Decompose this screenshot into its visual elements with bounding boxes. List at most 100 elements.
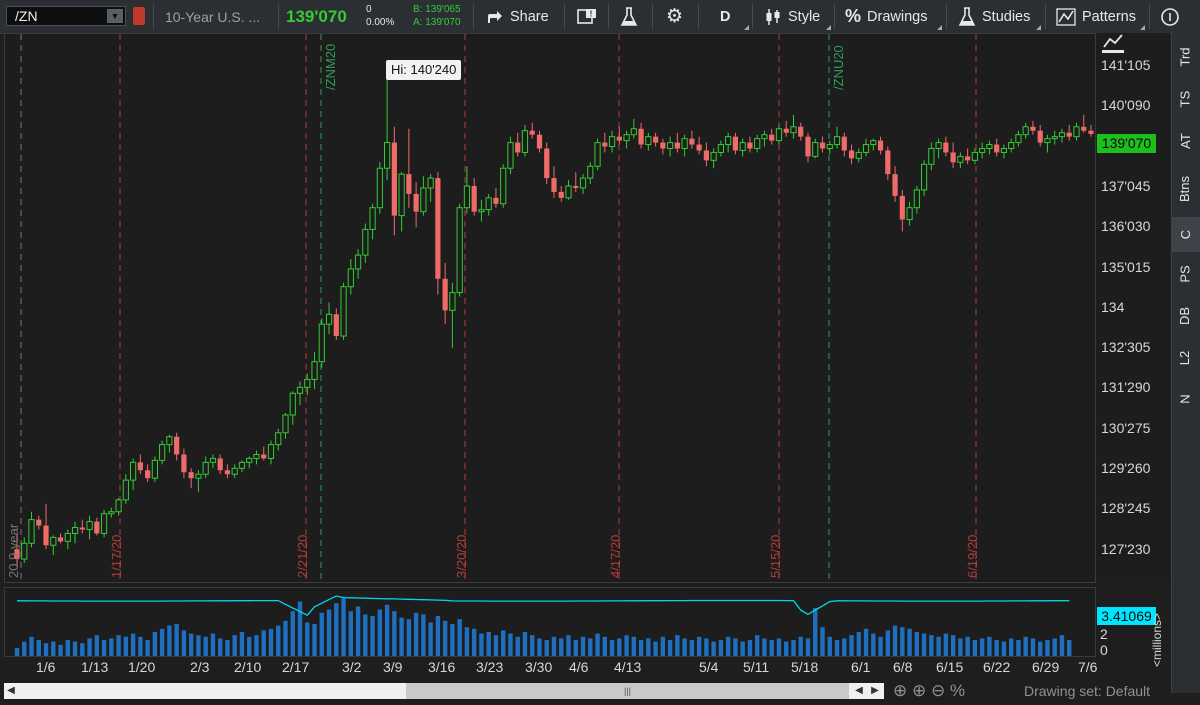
aggregation-label: D	[720, 8, 731, 25]
style-button[interactable]: Style	[764, 0, 820, 33]
divider	[1149, 4, 1150, 29]
candle-body	[920, 163, 928, 191]
volume-bar	[232, 635, 237, 656]
candle-body	[100, 513, 108, 534]
scroll-left-arrow[interactable]: ◀	[7, 685, 15, 696]
patterns-button[interactable]: Patterns	[1056, 0, 1136, 33]
volume-bar	[152, 632, 158, 656]
aggregation-button[interactable]: D	[720, 0, 730, 33]
studies-button[interactable]: Studies	[958, 0, 1030, 33]
side-tab-l2[interactable]: L2	[1171, 338, 1200, 378]
candle-body	[551, 178, 557, 192]
volume-bar	[1001, 641, 1007, 656]
candle-body	[602, 142, 608, 147]
candle-body	[812, 142, 819, 157]
more-button[interactable]	[1160, 0, 1180, 33]
volume-bar	[167, 625, 172, 656]
candle-body	[145, 470, 151, 479]
volume-bar	[297, 601, 303, 656]
candle-body	[86, 521, 93, 530]
side-tab-db[interactable]: DB	[1171, 296, 1200, 336]
volume-bar	[363, 614, 368, 656]
volume-bar	[994, 640, 999, 656]
candle-body	[587, 165, 594, 179]
scrollbar-thumb[interactable]: |||	[406, 683, 849, 699]
candle-body	[645, 136, 652, 146]
candle-body	[296, 386, 304, 394]
candlestick-plot[interactable]	[5, 34, 1095, 582]
volume-bar	[268, 628, 274, 656]
side-tab-n[interactable]: N	[1171, 380, 1200, 418]
share-button[interactable]: Share	[486, 0, 549, 33]
drawings-button[interactable]: % Drawings	[845, 0, 927, 33]
candle-body	[166, 436, 173, 446]
volume-pane[interactable]	[4, 587, 1096, 657]
candle-body	[130, 461, 137, 481]
price-axis-label: 140'090	[1101, 97, 1151, 114]
volume-bar	[638, 640, 644, 656]
scroll-left-arrow[interactable]: ◀	[855, 685, 863, 696]
volume-bar	[1030, 638, 1036, 656]
crosshair-icon[interactable]: ⊕	[893, 681, 908, 700]
volume-bar	[116, 635, 121, 656]
price-axis[interactable]	[1096, 33, 1170, 583]
date-axis-label: 1/6	[36, 659, 56, 675]
price-chart[interactable]	[4, 33, 1096, 583]
candle-body	[36, 519, 42, 526]
symbol-dropdown-icon[interactable]: ▼	[107, 9, 123, 23]
price-axis-label: 128'245	[1101, 500, 1151, 517]
dropdown-corner-icon	[1140, 25, 1145, 30]
volume-plot[interactable]	[5, 588, 1095, 656]
side-tab-ts[interactable]: TS	[1171, 79, 1200, 119]
beaker-button[interactable]	[620, 0, 638, 33]
volume-bar	[740, 641, 745, 656]
divider	[153, 4, 154, 29]
candle-body	[696, 144, 702, 151]
side-tab-c[interactable]: C	[1171, 217, 1200, 252]
candle-body	[209, 457, 217, 463]
side-tab-trd[interactable]: Trd	[1171, 37, 1200, 77]
candle-body	[500, 167, 507, 205]
zoom-controls: ⊕ ⊕ ⊖ %	[893, 681, 965, 701]
candle-body	[267, 444, 275, 459]
flag-notes-button[interactable]: !	[577, 0, 597, 33]
date-axis-label: 3/16	[428, 659, 456, 675]
volume-bar	[435, 616, 441, 656]
scroll-right-arrow[interactable]: ▶	[871, 685, 879, 696]
volume-bar	[769, 640, 774, 656]
percent-icon[interactable]: %	[949, 681, 966, 700]
side-tab-label: C	[1177, 229, 1193, 240]
volume-bar	[747, 640, 753, 656]
symbol-input[interactable]: /ZN ▼	[6, 6, 126, 26]
volume-bar	[247, 636, 252, 656]
candle-body	[1030, 126, 1036, 131]
period-marker-label: 2/21/20	[295, 534, 310, 578]
volume-bar	[471, 628, 477, 656]
candle-body	[943, 142, 949, 153]
period-marker-label: 5/15/20	[768, 534, 783, 578]
candle-body	[855, 151, 862, 159]
expiration-marker-label: /ZNM20	[323, 43, 338, 90]
candle-body	[725, 136, 732, 146]
zoom-in-icon[interactable]: ⊕	[911, 681, 927, 700]
candle-body	[674, 142, 680, 149]
candle-body	[1081, 126, 1087, 131]
candle-body	[493, 197, 499, 204]
draw-line-icon[interactable]	[1101, 33, 1125, 55]
candle-body	[994, 144, 1000, 153]
volume-bar	[856, 632, 861, 656]
link-flag-icon[interactable]	[133, 7, 145, 25]
zoom-out-icon[interactable]: ⊖	[930, 681, 946, 700]
settings-button[interactable]: ⚙	[666, 0, 683, 33]
period-marker-label: 3/20/20	[454, 534, 469, 578]
symbol-description: 10-Year U.S. ...	[165, 9, 261, 25]
side-tab-ps[interactable]: PS	[1171, 254, 1200, 294]
volume-bar	[653, 641, 658, 656]
pattern-icon	[1056, 7, 1076, 26]
candle-body	[515, 142, 521, 153]
candle-body	[667, 142, 674, 149]
candle-body	[913, 189, 920, 209]
side-tab-at[interactable]: AT	[1171, 121, 1200, 161]
side-tab-btns[interactable]: Btns	[1171, 163, 1200, 215]
volume-bar	[1023, 636, 1028, 656]
